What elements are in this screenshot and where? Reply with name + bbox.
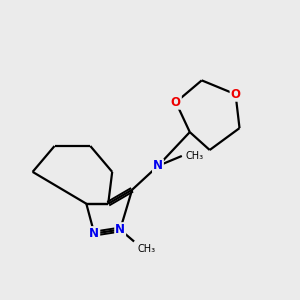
Text: O: O (230, 88, 241, 101)
Text: N: N (89, 227, 99, 240)
Text: CH₃: CH₃ (137, 244, 155, 254)
Text: N: N (153, 159, 163, 172)
Text: CH₃: CH₃ (185, 151, 203, 161)
Text: O: O (171, 96, 181, 109)
Text: N: N (115, 223, 125, 236)
